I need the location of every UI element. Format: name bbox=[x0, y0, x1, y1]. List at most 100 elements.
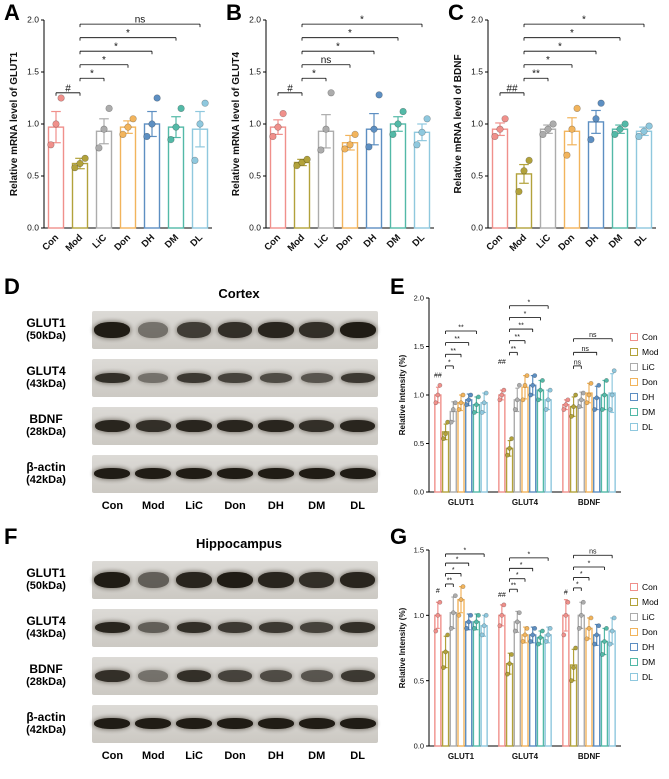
bar bbox=[536, 636, 545, 747]
data-point bbox=[540, 378, 545, 383]
bar bbox=[449, 612, 457, 747]
data-point bbox=[578, 397, 584, 403]
data-point bbox=[592, 115, 600, 123]
data-point bbox=[611, 368, 617, 374]
legend-swatch bbox=[630, 598, 638, 606]
data-point bbox=[616, 125, 624, 133]
blot-band bbox=[177, 372, 212, 383]
lane-label: DL bbox=[350, 750, 365, 762]
blot-band bbox=[138, 669, 169, 682]
blot-band bbox=[339, 571, 376, 588]
data-point bbox=[563, 402, 569, 408]
bar bbox=[536, 389, 545, 493]
data-point bbox=[153, 94, 161, 102]
blot-row: GLUT1 (50kDa) bbox=[0, 307, 386, 352]
data-point bbox=[501, 115, 509, 123]
data-point bbox=[587, 136, 595, 144]
chart-text: Don bbox=[334, 232, 355, 253]
legend: Con Mod LiC Don DH DM DL bbox=[630, 582, 659, 682]
data-point bbox=[512, 628, 518, 634]
legend-item-dh: DH bbox=[630, 642, 659, 652]
legend-item-dm: DM bbox=[630, 407, 659, 417]
data-point bbox=[592, 407, 598, 412]
blot-lane bbox=[215, 561, 256, 599]
data-point bbox=[476, 394, 481, 400]
lane-label: LiC bbox=[185, 750, 204, 762]
data-point bbox=[611, 130, 619, 138]
chart-text: 0.5 bbox=[27, 171, 39, 181]
data-point bbox=[584, 400, 590, 406]
blot-band bbox=[339, 321, 376, 338]
data-point bbox=[172, 123, 180, 131]
bar bbox=[577, 614, 585, 747]
significance-label: * bbox=[452, 567, 455, 574]
blot-rows: GLUT1 (50kDa) GLUT4 (43kDa) BDNF (28kDa) β-act… bbox=[0, 307, 386, 496]
data-point bbox=[293, 162, 301, 170]
data-point bbox=[274, 123, 282, 131]
data-point bbox=[532, 626, 538, 631]
blot-band bbox=[257, 468, 294, 479]
legend-swatch bbox=[630, 348, 638, 356]
legend-label: DH bbox=[642, 642, 655, 652]
significance-label: ** bbox=[458, 324, 464, 331]
blot-lane bbox=[255, 561, 296, 599]
chart-text: Con bbox=[262, 232, 283, 253]
data-point bbox=[466, 397, 472, 403]
chart-text: LiC bbox=[535, 232, 554, 251]
significance-label: * bbox=[524, 311, 527, 318]
data-point bbox=[148, 120, 156, 128]
data-point bbox=[298, 158, 306, 167]
bar bbox=[529, 634, 537, 747]
significance-label: ## bbox=[434, 373, 442, 380]
bar bbox=[529, 384, 537, 493]
data-point bbox=[509, 652, 515, 657]
data-point bbox=[418, 128, 426, 136]
chart-text: GLUT1 bbox=[448, 498, 475, 507]
data-point bbox=[95, 144, 103, 152]
chart-text: 0.5 bbox=[471, 171, 483, 181]
data-point bbox=[433, 400, 439, 406]
legend-item-don: Don bbox=[630, 627, 659, 637]
significance-label: ## bbox=[506, 83, 518, 94]
blot-image bbox=[92, 310, 378, 349]
data-point bbox=[143, 132, 151, 141]
bar bbox=[498, 394, 506, 493]
blot-band bbox=[217, 321, 253, 338]
panel-label-c: C bbox=[448, 0, 464, 25]
blot-band bbox=[339, 718, 376, 729]
significance-label: * bbox=[448, 359, 451, 366]
blot-lane-labels: Con Mod LiC Don DH DM DL bbox=[92, 750, 378, 762]
data-point bbox=[569, 413, 574, 419]
blot-lane bbox=[174, 311, 215, 349]
data-point bbox=[370, 125, 378, 133]
chart-text: 1.5 bbox=[471, 67, 483, 77]
lane-label: Con bbox=[101, 750, 124, 762]
protein-kda: (28kDa) bbox=[26, 676, 66, 689]
blot-lane bbox=[133, 359, 174, 397]
data-point bbox=[458, 400, 464, 406]
panel-a-glut1-mrna: A 0.0 0.5 1.0 1.5 2.0 Relative mRNA level of … bbox=[0, 0, 222, 272]
blot-band bbox=[94, 321, 131, 338]
significance-label: * bbox=[312, 69, 316, 80]
blot-lane bbox=[133, 657, 174, 695]
blot-image bbox=[92, 656, 378, 695]
blot-lane bbox=[174, 561, 215, 599]
chart-text: GLUT4 bbox=[512, 752, 539, 761]
blot-band bbox=[94, 468, 131, 479]
data-point bbox=[586, 626, 592, 631]
data-point bbox=[514, 397, 520, 403]
chart-text: DM bbox=[607, 232, 625, 250]
blot-lane bbox=[215, 705, 256, 743]
bar bbox=[569, 405, 578, 493]
lane-label: DH bbox=[267, 750, 284, 762]
bar bbox=[498, 614, 506, 747]
blot-band bbox=[218, 372, 252, 383]
blot-band bbox=[177, 321, 211, 338]
significance-label: ns bbox=[321, 55, 332, 66]
blot-band bbox=[216, 718, 254, 729]
data-point bbox=[578, 612, 584, 618]
data-point bbox=[452, 400, 458, 406]
bar bbox=[577, 399, 585, 493]
panel-g-hippocampus-intensity: G 0.0 0.5 1.0 1.5 Relative Intensity (%) GLUT… bbox=[386, 524, 669, 779]
blot-row: β-actin (42kDa) bbox=[0, 451, 386, 496]
